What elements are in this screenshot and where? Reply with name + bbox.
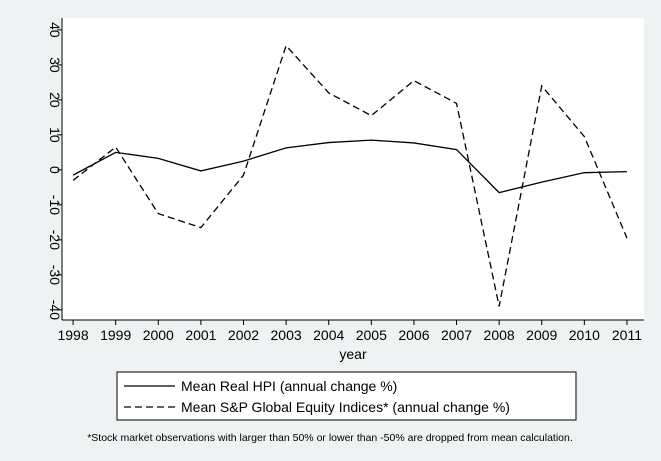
plot-area: [62, 18, 644, 320]
x-tick-label: 2009: [526, 327, 557, 343]
x-axis-label: year: [339, 346, 367, 362]
x-tick-label: 2006: [398, 327, 429, 343]
x-tick-label: 2003: [271, 327, 302, 343]
series-line: [72, 44, 628, 307]
x-tick-label: 2001: [185, 327, 216, 343]
x-tick-label: 2010: [569, 327, 600, 343]
x-tick-label: 2005: [356, 327, 387, 343]
x-tick-label: 2008: [484, 327, 515, 343]
legend-label: Mean S&P Global Equity Indices* (annual …: [181, 399, 510, 415]
legend-label: Mean Real HPI (annual change %): [181, 378, 397, 394]
x-tick-label: 1998: [57, 327, 88, 343]
y-tick-label: 0: [47, 166, 63, 174]
x-tick-label: 2007: [441, 327, 472, 343]
y-tick-label: 10: [47, 127, 63, 143]
y-tick-label: 20: [47, 92, 63, 108]
y-tick-label: -20: [47, 230, 63, 250]
y-tick-label: 30: [47, 57, 63, 73]
y-tick-label: 40: [47, 22, 63, 38]
footnote: *Stock market observations with larger t…: [87, 432, 573, 444]
series-line: [72, 139, 627, 194]
legend-box: [116, 371, 577, 421]
y-tick-label: -10: [47, 195, 63, 215]
x-tick-label: 1999: [100, 327, 131, 343]
x-tick-label: 2011: [612, 327, 642, 343]
y-tick-label: -40: [47, 300, 63, 320]
x-tick-label: 2004: [313, 327, 344, 343]
y-tick-label: -30: [47, 265, 63, 285]
x-tick-label: 2000: [143, 327, 174, 343]
x-tick-label: 2002: [228, 327, 259, 343]
